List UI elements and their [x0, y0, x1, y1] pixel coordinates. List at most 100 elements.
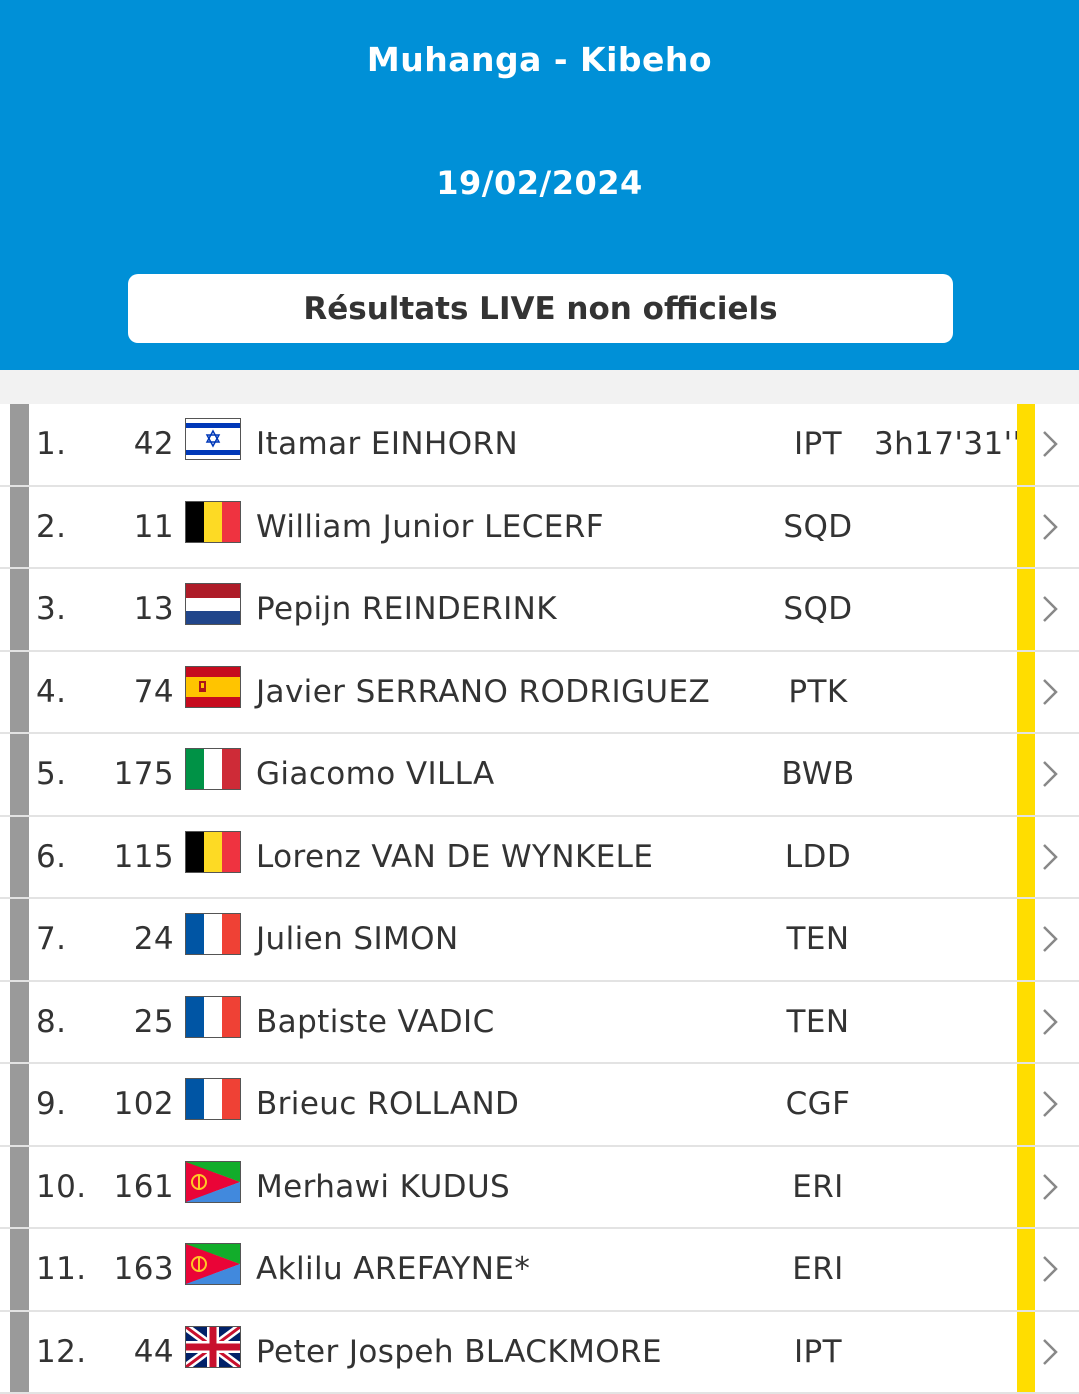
row-left-bar [10, 404, 29, 485]
flag-eritrea-icon [185, 1243, 241, 1285]
leader-jersey-bar [1017, 1229, 1035, 1310]
stage-date: 19/02/2024 [436, 164, 643, 202]
chevron-right-icon[interactable] [1037, 1229, 1063, 1310]
row-left-bar [10, 981, 29, 1062]
chevron-right-icon[interactable] [1037, 899, 1063, 980]
result-row[interactable]: 11. 163 Aklilu AREFAYNE* ERI [0, 1229, 1079, 1312]
bib-number: 74 [133, 673, 174, 710]
rider-name: William Junior LECERF [256, 508, 604, 545]
chevron-right-icon[interactable] [1037, 982, 1063, 1063]
leader-jersey-bar [1017, 404, 1035, 485]
result-row[interactable]: 4. 74 Javier SERRANO RODRIGUEZ PTK [0, 651, 1079, 734]
stage-title: Muhanga - Kibeho [366, 40, 713, 79]
row-left-bar [10, 486, 29, 567]
result-row[interactable]: 2. 11 William Junior LECERF SQD [0, 486, 1079, 569]
result-row[interactable]: 8. 25 Baptiste VADIC TEN [0, 981, 1079, 1064]
result-row[interactable]: 12. 44 Peter Jospeh BLACKMORE IPT [0, 1311, 1079, 1394]
finish-time [874, 734, 1014, 815]
team-code: SQD [783, 508, 853, 545]
rider-name: Brieuc ROLLAND [256, 1086, 520, 1123]
chevron-right-icon[interactable] [1037, 652, 1063, 733]
results-list: 1. 42 Itamar EINHORN IPT 3h17'31'' 2. 11 Willia… [0, 404, 1079, 1394]
finish-time [874, 1147, 1014, 1228]
rank: 3. [36, 591, 67, 628]
chevron-right-icon[interactable] [1037, 1312, 1063, 1393]
flag-france-icon [185, 1078, 241, 1120]
rank: 11. [36, 1251, 87, 1288]
team-code: TEN [786, 1003, 850, 1040]
bib-number: 161 [113, 1168, 174, 1205]
flag-belgium-icon [185, 500, 241, 543]
bib-number: 13 [133, 591, 174, 628]
team-code: ERI [792, 1168, 844, 1205]
result-row[interactable]: 3. 13 Pepijn REINDERINK SQD [0, 569, 1079, 652]
bib-number: 24 [133, 921, 174, 958]
rider-name: Giacomo VILLA [256, 756, 495, 793]
chevron-right-icon[interactable] [1037, 404, 1063, 485]
flag-netherlands-icon [185, 583, 241, 625]
row-left-bar [10, 734, 29, 815]
chevron-right-icon[interactable] [1037, 487, 1063, 568]
leader-jersey-bar [1017, 1311, 1035, 1392]
flag-belgium-icon [185, 830, 241, 873]
result-row[interactable]: 1. 42 Itamar EINHORN IPT 3h17'31'' [0, 404, 1079, 487]
rank: 4. [36, 673, 67, 710]
rank: 10. [36, 1168, 87, 1205]
chevron-right-icon[interactable] [1037, 1147, 1063, 1228]
flag-spain-icon [185, 665, 241, 708]
team-code: LDD [784, 838, 852, 875]
flag-eritrea-icon [185, 1160, 241, 1203]
bib-number: 11 [133, 508, 174, 545]
bib-number: 102 [113, 1086, 174, 1123]
rider-name: Aklilu AREFAYNE* [256, 1251, 531, 1288]
chevron-right-icon[interactable] [1037, 734, 1063, 815]
live-results-banner[interactable]: Résultats LIVE non officiels [128, 274, 953, 343]
rider-name: Pepijn REINDERINK [256, 591, 557, 628]
leader-jersey-bar [1017, 569, 1035, 650]
rider-name: Baptiste VADIC [256, 1003, 495, 1040]
rider-name: Peter Jospeh BLACKMORE [256, 1333, 662, 1370]
team-code: BWB [781, 756, 855, 793]
leader-jersey-bar [1017, 651, 1035, 732]
rank: 8. [36, 1003, 67, 1040]
bib-number: 115 [113, 838, 174, 875]
row-left-bar [10, 1146, 29, 1227]
result-row[interactable]: 9. 102 Brieuc ROLLAND CGF [0, 1064, 1079, 1147]
row-left-bar [10, 1229, 29, 1310]
finish-time [874, 1312, 1014, 1393]
rank: 7. [36, 921, 67, 958]
bib-number: 44 [133, 1333, 174, 1370]
team-code: SQD [783, 591, 853, 628]
rank: 9. [36, 1086, 67, 1123]
bib-number: 163 [113, 1251, 174, 1288]
result-row[interactable]: 5. 175 Giacomo VILLA BWB [0, 734, 1079, 817]
finish-time: 3h17'31'' [874, 426, 1022, 463]
chevron-right-icon[interactable] [1037, 817, 1063, 898]
row-left-bar [10, 1311, 29, 1392]
finish-time [874, 487, 1014, 568]
row-left-bar [10, 651, 29, 732]
leader-jersey-bar [1017, 734, 1035, 815]
row-left-bar [10, 1064, 29, 1145]
leader-jersey-bar [1017, 1064, 1035, 1145]
rank: 5. [36, 756, 67, 793]
flag-france-icon [185, 913, 241, 955]
rank: 12. [36, 1333, 87, 1370]
finish-time [874, 1229, 1014, 1310]
rider-name: Itamar EINHORN [256, 426, 519, 463]
team-code: PTK [788, 673, 848, 710]
bib-number: 42 [133, 426, 174, 463]
team-code: IPT [794, 426, 842, 463]
result-row[interactable]: 7. 24 Julien SIMON TEN [0, 899, 1079, 982]
rank: 2. [36, 508, 67, 545]
result-row[interactable]: 10. 161 Merhawi KUDUS ERI [0, 1146, 1079, 1229]
flag-united-kingdom-icon [185, 1325, 241, 1368]
rank: 1. [36, 426, 67, 463]
bib-number: 25 [133, 1003, 174, 1040]
team-code: ERI [792, 1251, 844, 1288]
bib-number: 175 [113, 756, 174, 793]
team-code: CGF [785, 1086, 851, 1123]
chevron-right-icon[interactable] [1037, 1064, 1063, 1145]
chevron-right-icon[interactable] [1037, 569, 1063, 650]
result-row[interactable]: 6. 115 Lorenz VAN DE WYNKELE LDD [0, 816, 1079, 899]
